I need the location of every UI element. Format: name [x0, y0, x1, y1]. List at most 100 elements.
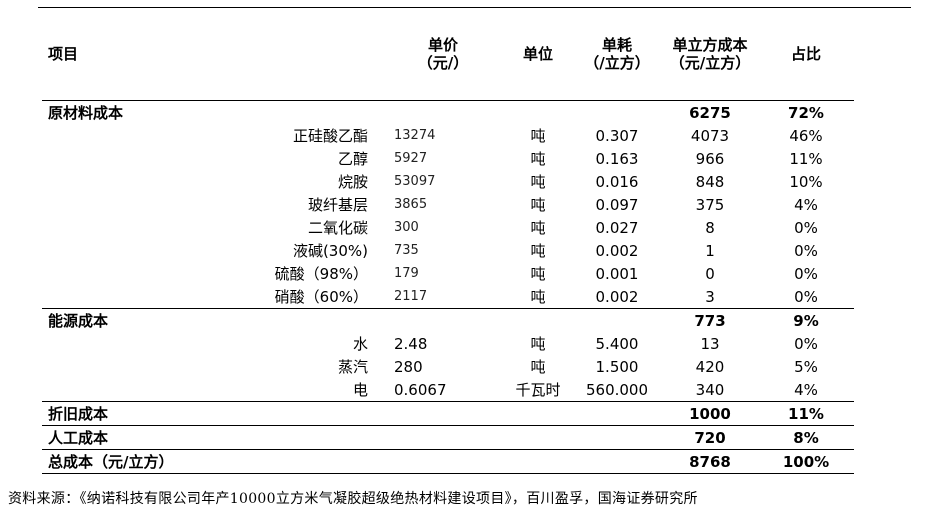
item-consumption: 5.400: [595, 334, 639, 353]
item-price: 13274: [394, 128, 436, 143]
item-unit-cost: 13: [700, 334, 720, 353]
table-row: 乙醇 5927 吨 0.163 966 11%: [42, 147, 854, 170]
section-share: 72%: [758, 100, 854, 124]
item-unit: 吨: [530, 358, 546, 376]
cost-table: 项目 单价 （元/） 单位 单耗 （/立方） 单立方成本 （元/立方） 占比 原…: [42, 30, 854, 474]
header-price: 单价 （元/）: [417, 36, 469, 72]
item-unit-cost: 8: [705, 218, 715, 237]
item-share: 0%: [794, 218, 818, 237]
item-unit: 吨: [530, 196, 546, 214]
source-note: 资料来源：《纳诺科技有限公司年产10000立方米气凝胶超级绝热材料建设项目》，百…: [8, 491, 698, 507]
item-share: 0%: [794, 264, 818, 283]
section-cost: 773: [662, 308, 758, 332]
item-unit-cost: 0: [705, 264, 715, 283]
item-unit-cost: 3: [705, 287, 715, 306]
section-share: 11%: [758, 401, 854, 426]
section-row: 原材料成本 6275 72%: [42, 100, 854, 124]
item-name: 正硅酸乙酯: [292, 127, 368, 145]
section-name: 总成本（元/立方）: [42, 449, 662, 474]
item-name: 蒸汽: [337, 358, 368, 376]
item-price: 3865: [394, 197, 428, 212]
section-row: 人工成本 720 8%: [42, 425, 854, 450]
item-share: 0%: [794, 241, 818, 260]
item-consumption: 0.002: [595, 287, 639, 306]
section-name: 折旧成本: [42, 401, 662, 426]
header-unit: 单位: [522, 45, 553, 63]
item-unit-cost: 340: [695, 380, 725, 399]
section-name: 原材料成本: [42, 100, 662, 124]
table-body: 原材料成本 6275 72% 正硅酸乙酯 13274 吨 0.307 4073 46% 乙醇 592…: [42, 78, 854, 474]
item-price: 2117: [394, 289, 428, 304]
item-unit-cost: 966: [695, 149, 725, 168]
table-row: 玻纤基层 3865 吨 0.097 375 4%: [42, 193, 854, 216]
item-share: 4%: [794, 380, 818, 399]
item-name: 电: [352, 381, 368, 399]
item-price: 280: [394, 357, 423, 376]
item-name: 硫酸（98%）: [274, 265, 368, 283]
item-consumption: 560.000: [585, 380, 649, 399]
item-price: 0.6067: [394, 380, 447, 399]
item-unit-cost: 375: [695, 195, 725, 214]
table-row: 蒸汽 280 吨 1.500 420 5%: [42, 355, 854, 378]
section-share: 100%: [758, 449, 854, 474]
item-price: 179: [394, 266, 419, 281]
section-row: 折旧成本 1000 11%: [42, 401, 854, 426]
item-consumption: 0.163: [595, 149, 639, 168]
section-cost: 8768: [662, 449, 758, 474]
section-name: 人工成本: [42, 425, 662, 450]
item-share: 46%: [789, 126, 823, 145]
item-share: 5%: [794, 357, 818, 376]
section-share: 8%: [758, 425, 854, 450]
section-name: 能源成本: [42, 308, 662, 332]
item-name: 玻纤基层: [307, 196, 368, 214]
item-name: 乙醇: [337, 150, 368, 168]
item-name: 液碱(30%): [292, 242, 368, 260]
item-consumption: 0.307: [595, 126, 639, 145]
header-row: 项目 单价 （元/） 单位 单耗 （/立方） 单立方成本 （元/立方） 占比: [42, 30, 854, 78]
item-unit: 吨: [530, 173, 546, 191]
item-name: 硝酸（60%）: [274, 288, 368, 306]
item-unit: 吨: [530, 219, 546, 237]
item-unit-cost: 1: [705, 241, 715, 260]
header-share: 占比: [790, 45, 821, 63]
item-consumption: 0.027: [595, 218, 639, 237]
section-row: 总成本（元/立方） 8768 100%: [42, 449, 854, 474]
table-row: 液碱(30%) 735 吨 0.002 1 0%: [42, 239, 854, 262]
item-consumption: 0.097: [595, 195, 639, 214]
item-consumption: 0.001: [595, 264, 639, 283]
item-name: 烷胺: [337, 173, 368, 191]
item-price: 53097: [394, 174, 436, 189]
section-row: 能源成本 773 9%: [42, 308, 854, 332]
item-share: 0%: [794, 334, 818, 353]
top-rule: [38, 7, 911, 8]
section-cost: 720: [662, 425, 758, 450]
item-unit-cost: 4073: [690, 126, 730, 145]
item-price: 735: [394, 243, 419, 258]
item-price: 5927: [394, 151, 428, 166]
header-spacer: [42, 78, 854, 101]
table-row: 电 0.6067 千瓦时 560.000 340 4%: [42, 378, 854, 402]
item-unit-cost: 848: [695, 172, 725, 191]
header-item: 项目: [48, 45, 79, 63]
table-row: 二氧化碳 300 吨 0.027 8 0%: [42, 216, 854, 239]
item-share: 0%: [794, 287, 818, 306]
item-unit: 千瓦时: [515, 381, 561, 399]
table-row: 烷胺 53097 吨 0.016 848 10%: [42, 170, 854, 193]
item-unit: 吨: [530, 150, 546, 168]
table-row: 水 2.48 吨 5.400 13 0%: [42, 332, 854, 355]
item-unit: 吨: [530, 242, 546, 260]
section-cost: 1000: [662, 401, 758, 426]
item-share: 11%: [789, 149, 823, 168]
item-unit: 吨: [530, 265, 546, 283]
item-consumption: 1.500: [595, 357, 639, 376]
item-name: 水: [352, 335, 368, 353]
item-unit-cost: 420: [695, 357, 725, 376]
item-consumption: 0.016: [595, 172, 639, 191]
table-row: 硫酸（98%） 179 吨 0.001 0 0%: [42, 262, 854, 285]
section-cost: 6275: [662, 100, 758, 124]
item-price: 2.48: [394, 334, 428, 353]
item-unit: 吨: [530, 335, 546, 353]
item-name: 二氧化碳: [307, 219, 368, 237]
item-unit: 吨: [530, 288, 546, 306]
item-share: 4%: [794, 195, 818, 214]
